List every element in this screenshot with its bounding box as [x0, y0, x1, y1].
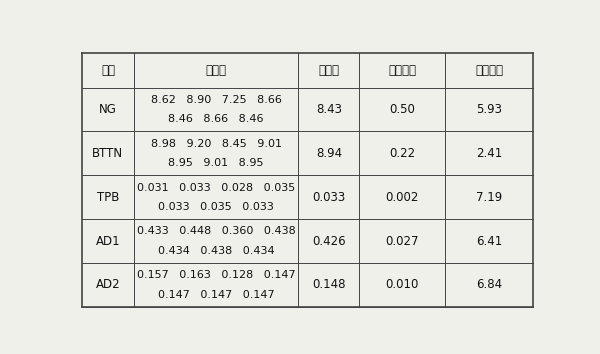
Text: 0.433   0.448   0.360   0.438: 0.433 0.448 0.360 0.438 — [137, 227, 296, 236]
Text: NG: NG — [99, 103, 117, 116]
Text: 0.426: 0.426 — [312, 235, 346, 247]
Text: TPB: TPB — [97, 191, 119, 204]
Text: 0.147   0.147   0.147: 0.147 0.147 0.147 — [158, 290, 274, 299]
Text: 8.43: 8.43 — [316, 103, 342, 116]
Text: 0.22: 0.22 — [389, 147, 415, 160]
Text: 0.434   0.438   0.434: 0.434 0.438 0.434 — [158, 246, 274, 256]
Text: 6.84: 6.84 — [476, 279, 502, 291]
Text: 0.033   0.035   0.033: 0.033 0.035 0.033 — [158, 202, 274, 212]
Text: 8.46   8.66   8.46: 8.46 8.66 8.46 — [169, 114, 264, 124]
Text: 变异系数: 变异系数 — [475, 64, 503, 77]
Text: AD2: AD2 — [95, 279, 120, 291]
Text: 8.62   8.90   7.25   8.66: 8.62 8.90 7.25 8.66 — [151, 95, 281, 105]
Text: 平均量: 平均量 — [319, 64, 340, 77]
Text: 0.027: 0.027 — [385, 235, 419, 247]
Text: 8.95   9.01   8.95: 8.95 9.01 8.95 — [169, 158, 264, 168]
Text: 0.010: 0.010 — [386, 279, 419, 291]
Text: 0.031   0.033   0.028   0.035: 0.031 0.033 0.028 0.035 — [137, 183, 295, 193]
Text: 6.41: 6.41 — [476, 235, 502, 247]
Text: BTTN: BTTN — [92, 147, 124, 160]
Text: 0.002: 0.002 — [386, 191, 419, 204]
Text: AD1: AD1 — [95, 235, 120, 247]
Text: 2.41: 2.41 — [476, 147, 502, 160]
Text: 0.033: 0.033 — [312, 191, 346, 204]
Text: 0.148: 0.148 — [312, 279, 346, 291]
Text: 8.94: 8.94 — [316, 147, 342, 160]
Text: 0.157   0.163   0.128   0.147: 0.157 0.163 0.128 0.147 — [137, 270, 295, 280]
Text: 标准偏差: 标准偏差 — [388, 64, 416, 77]
Text: 组分: 组分 — [101, 64, 115, 77]
Text: 5.93: 5.93 — [476, 103, 502, 116]
Text: 7.19: 7.19 — [476, 191, 502, 204]
Text: 8.98   9.20   8.45   9.01: 8.98 9.20 8.45 9.01 — [151, 139, 281, 149]
Text: 测定量: 测定量 — [206, 64, 227, 77]
Text: 0.50: 0.50 — [389, 103, 415, 116]
